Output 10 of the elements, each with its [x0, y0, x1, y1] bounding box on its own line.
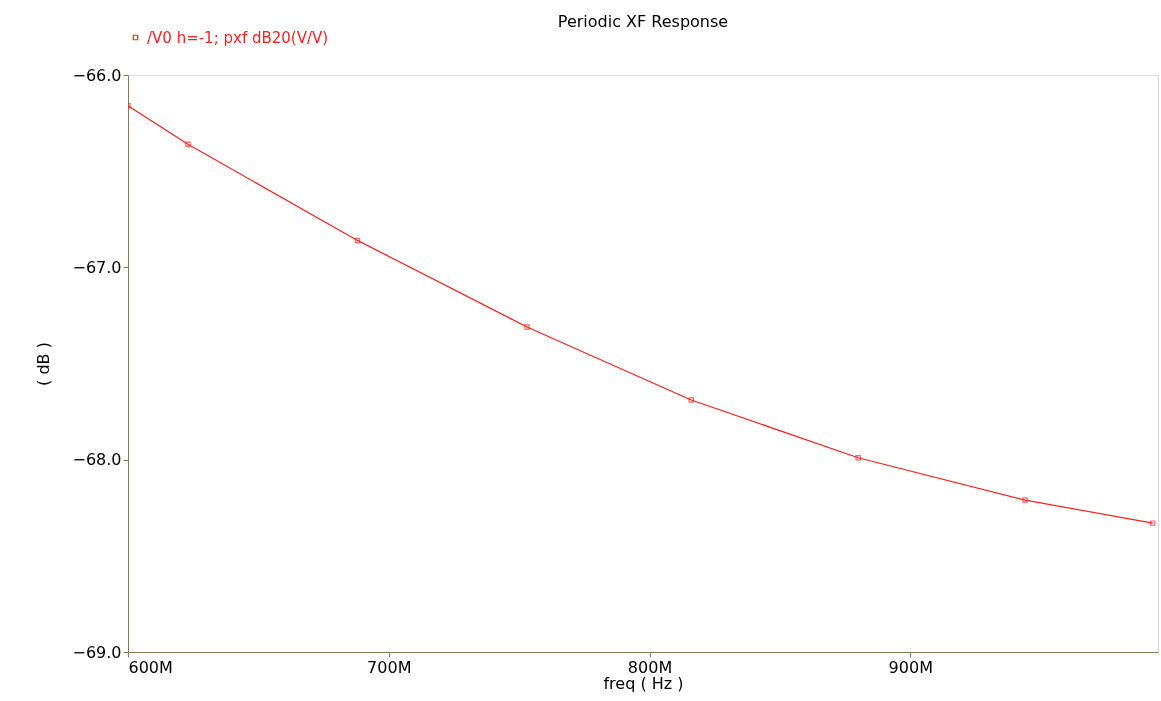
- y-tick-label: −69.0: [72, 642, 122, 662]
- y-tick-label: −66.0: [72, 65, 122, 85]
- chart-title: Periodic XF Response: [557, 12, 729, 31]
- y-axis-title: ( dB ): [34, 342, 54, 386]
- x-tick-label: 700M: [367, 657, 412, 677]
- y-tick-label: −67.0: [72, 257, 122, 277]
- x-tick-label: 600M: [128, 657, 173, 677]
- y-tick-label: −68.0: [72, 450, 122, 470]
- x-tick-label: 900M: [888, 657, 933, 677]
- legend-label: /V0 h=-1; pxf dB20(V/V): [147, 28, 329, 47]
